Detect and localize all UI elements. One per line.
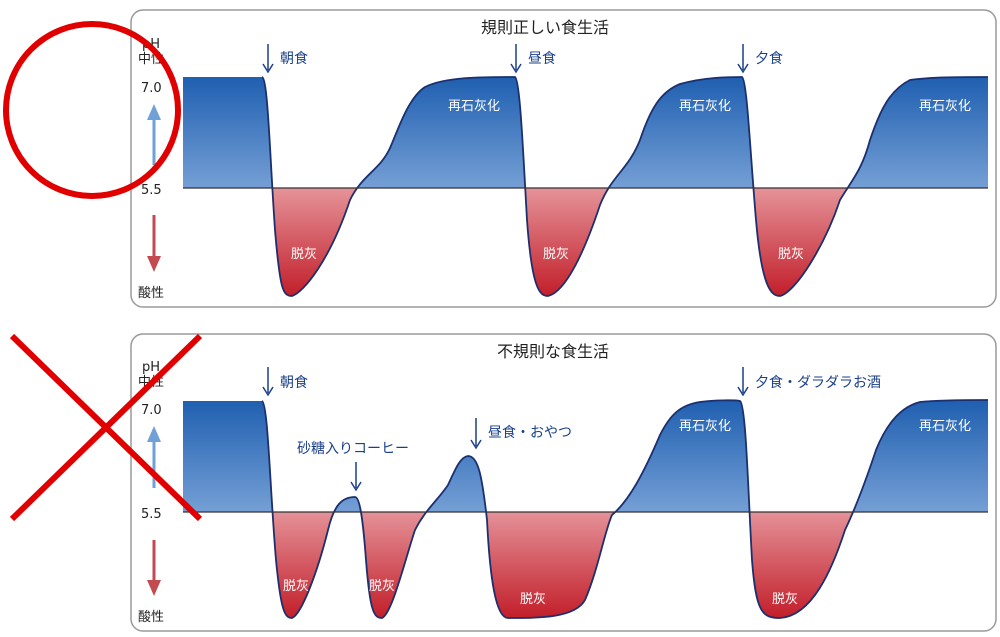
acidic-label: 酸性: [138, 610, 164, 625]
demineralization-label: 脱灰: [283, 579, 309, 594]
ph-curve: [261, 399, 989, 619]
ph-curve: [261, 76, 989, 297]
down-arrow-icon: [262, 63, 274, 74]
up-arrow-icon: [147, 426, 161, 488]
meal-marker: 夕食・ダラダラお酒: [737, 367, 881, 397]
down-arrow-icon: [147, 540, 161, 596]
meal-marker: 昼食: [510, 44, 556, 74]
panel-irregular: 不規則な食生活 pH 中性 7.0 5.5 酸性 朝食 砂糖入りコーヒー: [130, 333, 997, 632]
meal-label: 朝食: [280, 50, 308, 67]
down-arrow-icon: [737, 386, 749, 397]
meal-marker: 夕食: [737, 44, 783, 74]
ph-label: pH: [142, 360, 160, 375]
remineralization-area: [183, 400, 988, 512]
remineralization-label: 再石灰化: [448, 99, 500, 114]
demineralization-label: 脱灰: [291, 247, 317, 262]
down-arrow-icon: [350, 481, 362, 492]
acidic-label: 酸性: [138, 286, 164, 301]
down-arrow-icon: [470, 439, 482, 450]
remineralization-area: [183, 77, 988, 188]
panel-title: 規則正しい食生活: [481, 18, 609, 37]
meal-label: 昼食: [528, 50, 556, 67]
critical-value: 5.5: [141, 183, 162, 198]
meal-label: 朝食: [280, 374, 308, 391]
meal-marker: 朝食: [262, 44, 308, 74]
panel-regular: 規則正しい食生活 pH 中性 7.0 5.5 酸性 朝食: [130, 9, 997, 308]
demineralization-label: 脱灰: [778, 247, 804, 262]
up-arrow-icon: [147, 104, 161, 165]
correct-circle-mark: [3, 21, 181, 199]
neutral-value: 7.0: [141, 403, 162, 418]
meal-marker: 朝食: [262, 367, 308, 397]
remineralization-label: 再石灰化: [919, 99, 971, 114]
down-arrow-icon: [262, 386, 274, 397]
meal-marker: 昼食・おやつ: [470, 418, 572, 450]
wrong-cross-mark: [9, 333, 203, 522]
demineralization-label: 脱灰: [543, 247, 569, 262]
demineralization-label: 脱灰: [772, 592, 798, 607]
meal-label: 夕食・ダラダラお酒: [755, 374, 881, 391]
critical-value: 5.5: [141, 507, 162, 522]
meal-label: 昼食・おやつ: [488, 424, 572, 441]
meal-label: 砂糖入りコーヒー: [297, 441, 409, 457]
demineralization-label: 脱灰: [520, 592, 546, 607]
meal-marker: 砂糖入りコーヒー: [297, 441, 409, 492]
panel-title: 不規則な食生活: [497, 342, 609, 361]
demineralization-area: [183, 512, 988, 618]
demineralization-label: 脱灰: [369, 579, 395, 594]
remineralization-label: 再石灰化: [919, 419, 971, 434]
down-arrow-icon: [510, 63, 522, 74]
down-arrow-icon: [147, 215, 161, 272]
neutral-value: 7.0: [141, 81, 162, 96]
meal-label: 夕食: [755, 50, 783, 67]
down-arrow-icon: [737, 63, 749, 74]
remineralization-label: 再石灰化: [679, 419, 731, 434]
remineralization-label: 再石灰化: [679, 99, 731, 114]
